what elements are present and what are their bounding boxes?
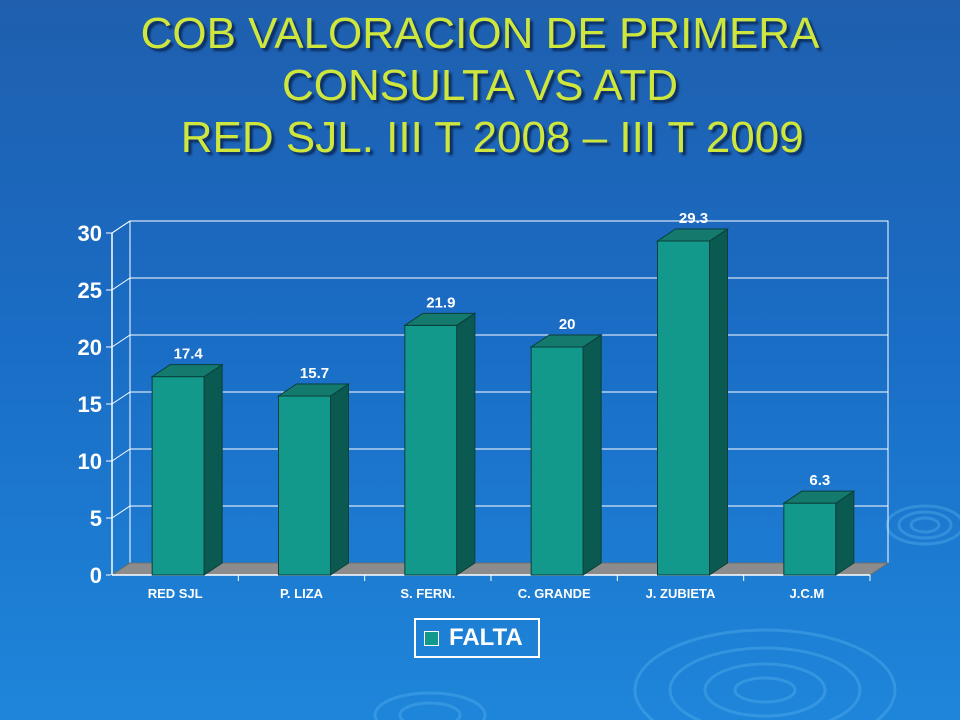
x-category-label: S. FERN. [400,586,455,601]
title-line-3: RED SJL. III T 2008 – III T 2009 [156,113,804,162]
bar-data-label: 6.3 [809,472,830,489]
bar-top [782,490,856,504]
bar-front [530,346,584,576]
x-category-label: P. LIZA [280,586,324,601]
title-line-1: COB VALORACION DE PRIMERA [140,9,820,58]
bar-top [403,312,477,326]
x-category-label: C. GRANDE [518,586,591,601]
legend-swatch [424,630,439,646]
y-tick-label: 5 [90,506,102,531]
bar-front [657,240,710,576]
legend-label: FALTA [449,624,523,651]
x-category-label: RED SJL [148,586,203,601]
y-tick-label: 15 [78,392,102,417]
bar-top [276,383,351,397]
x-category-label: J.C.M [789,586,824,601]
gridline-side [111,448,131,462]
chart-legend: FALTA [414,618,540,658]
bar-front [278,395,331,576]
gridline-side [111,277,131,291]
bar-side [456,312,476,576]
bar-side [709,228,728,576]
bar-side [835,490,855,576]
bar-front [404,324,458,576]
bar-data-label: 21.9 [426,294,455,311]
gridline-side [111,505,131,519]
y-tick-label: 20 [78,335,102,360]
y-tick-label: 30 [78,221,102,246]
bar-side [330,383,349,576]
gridline-side [111,334,131,348]
bar-side [582,334,602,576]
slide-title: COB VALORACION DE PRIMERA CONSULTA VS AT… [0,8,960,164]
bar-top [655,228,730,242]
gridline-side [111,220,131,234]
title-line-2: CONSULTA VS ATD [281,61,679,110]
bar-data-label: 17.4 [174,346,204,363]
gridline-side [111,391,131,405]
x-category-label: J. ZUBIETA [646,586,716,601]
bar-data-label: 20 [559,316,576,333]
bar-front [151,376,205,576]
bar-top [150,364,224,378]
chart-floor [110,562,890,576]
bar-side [203,363,223,576]
y-tick-label: 10 [78,449,102,474]
y-tick-label: 25 [78,278,102,303]
bar-data-label: 15.7 [300,365,329,382]
bar-data-label: 29.3 [679,210,708,227]
bar-front [783,502,837,576]
y-tick-label: 0 [90,563,102,588]
bar-top [529,334,603,348]
